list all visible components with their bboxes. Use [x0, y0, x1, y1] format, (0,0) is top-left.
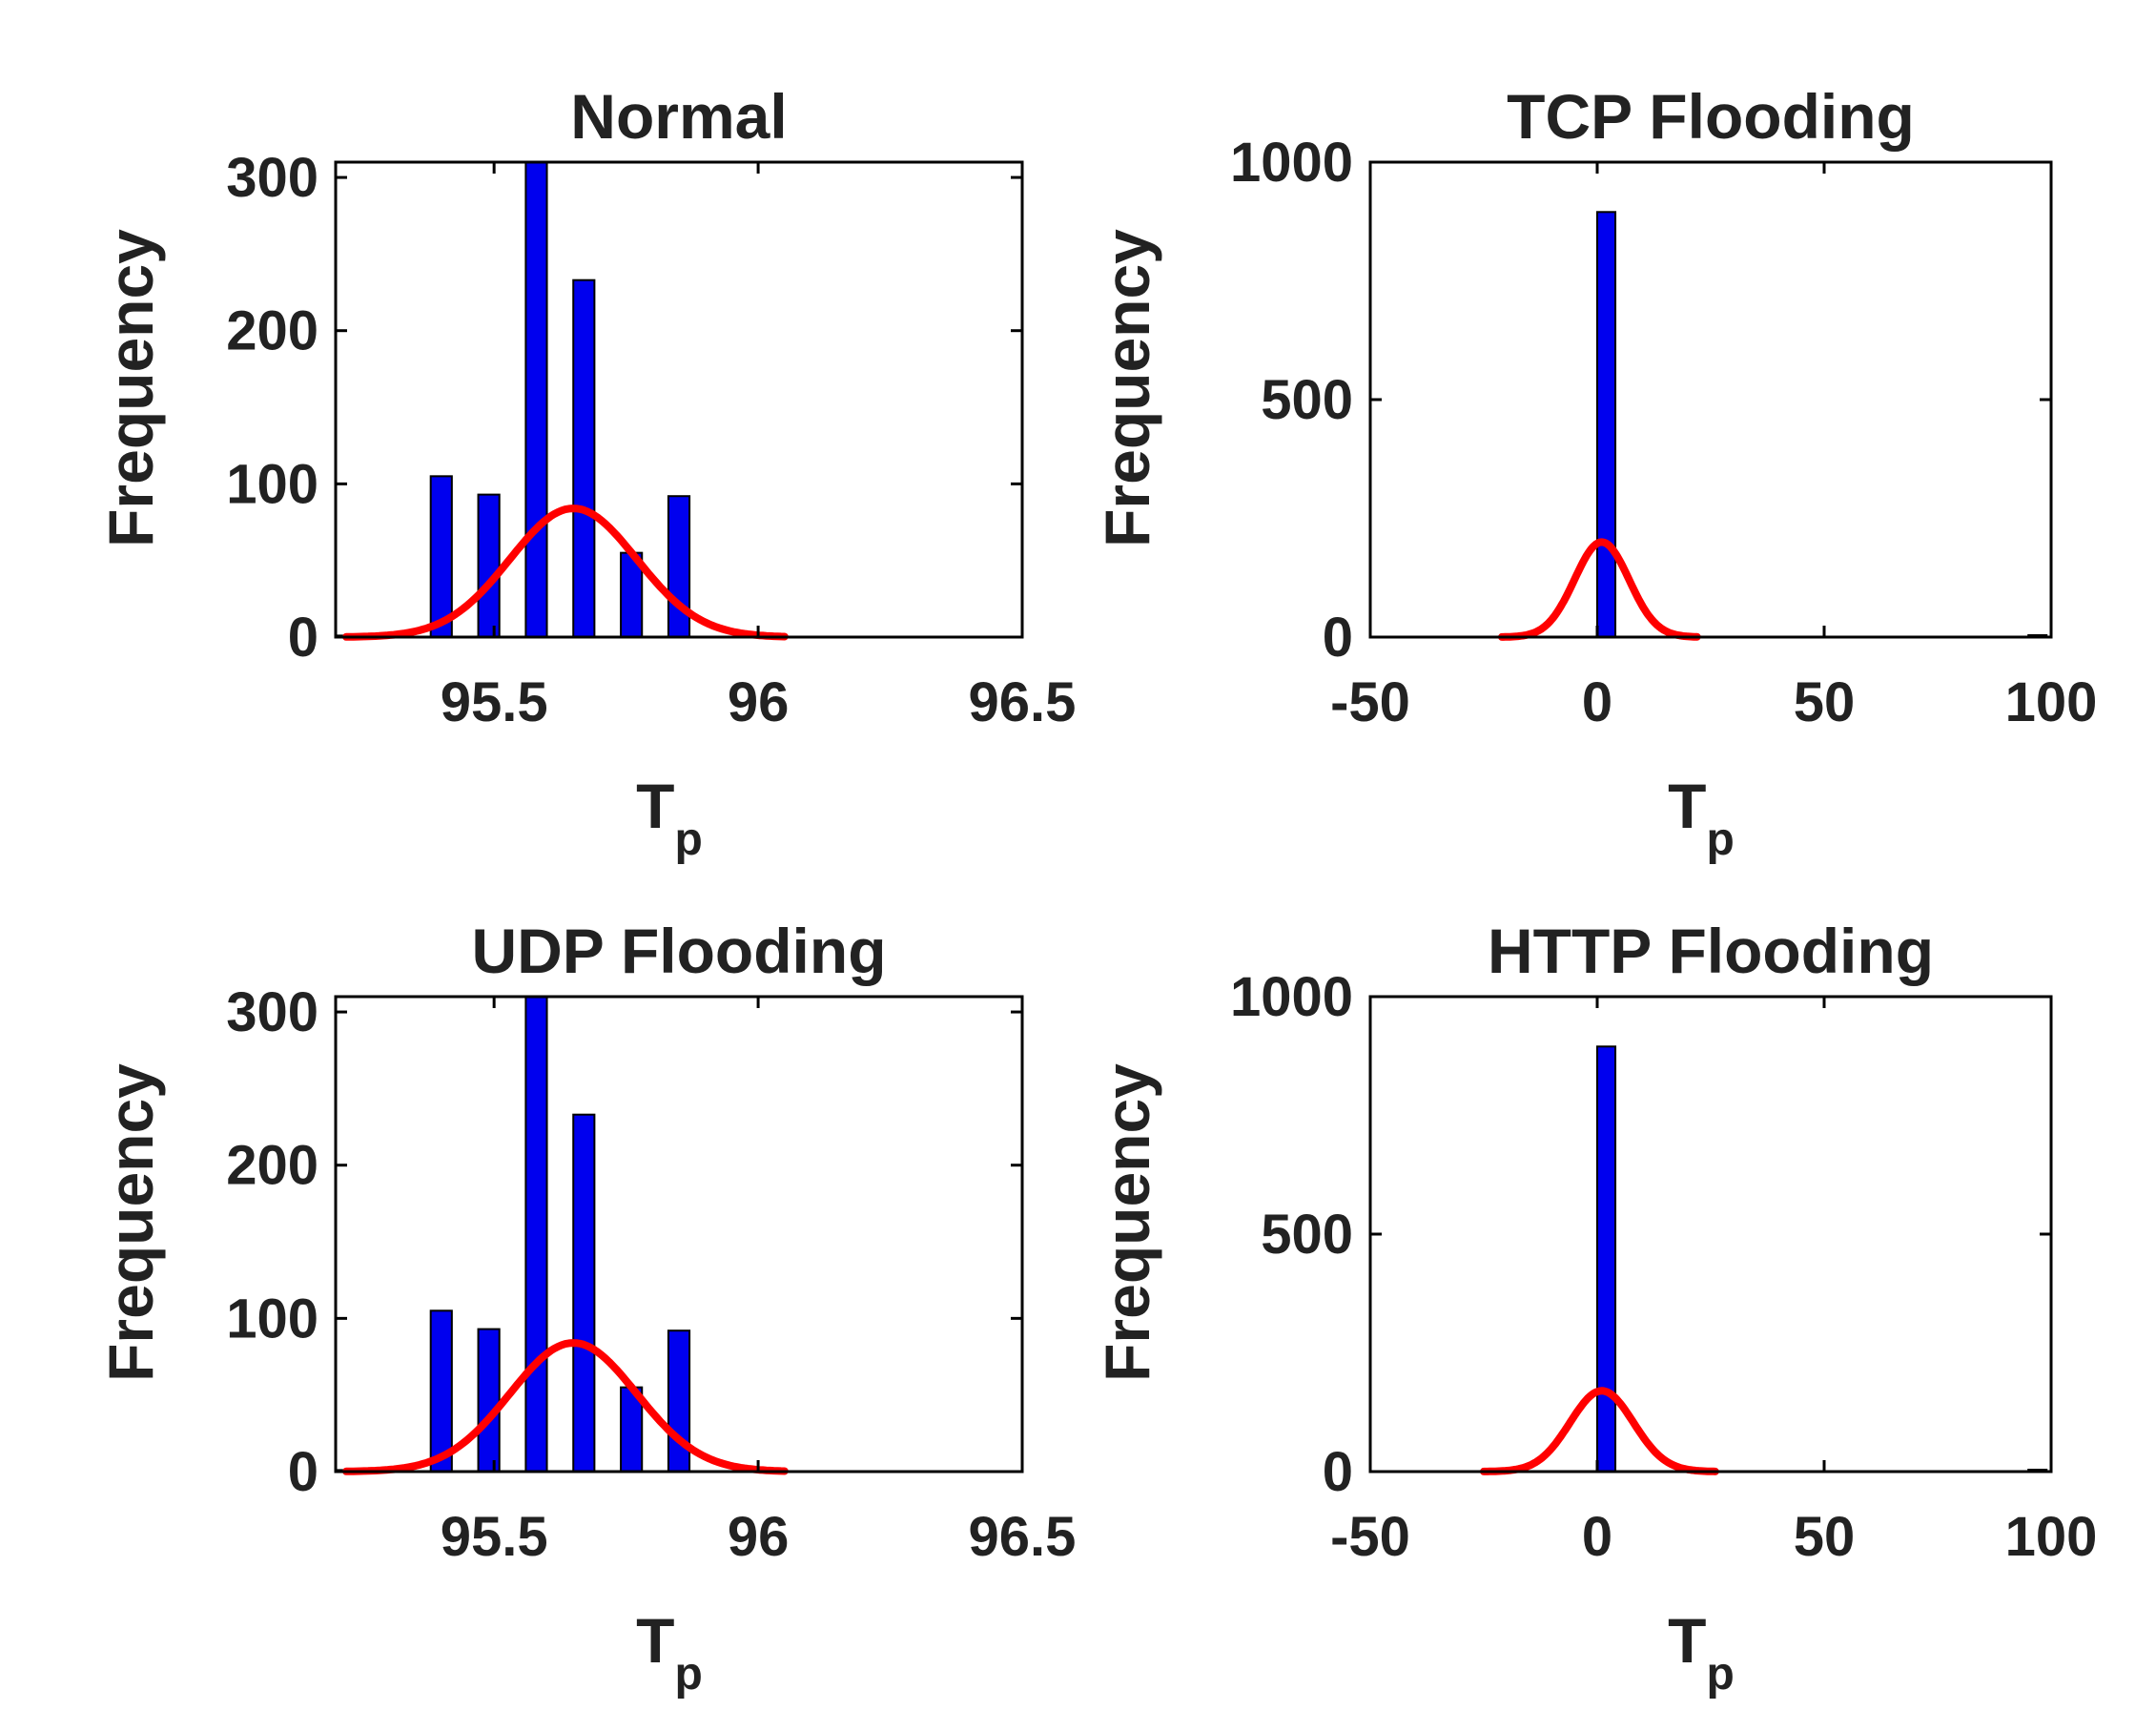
y-tick-label: 500	[1261, 1204, 1353, 1266]
chart-title: UDP Flooding	[471, 916, 886, 986]
y-tick-label: 0	[1323, 1441, 1353, 1503]
x-axis-label: Tp	[1668, 1605, 1735, 1700]
histogram-bar	[667, 495, 691, 639]
histogram-bar	[477, 493, 501, 638]
histogram-bar	[524, 161, 548, 638]
normal-fit-curve	[342, 505, 789, 641]
histogram-bar	[477, 1328, 501, 1473]
y-tick-label: 100	[226, 1288, 318, 1350]
x-tick-label: 50	[1794, 1506, 1856, 1568]
histogram-bar	[572, 278, 596, 638]
axes-box	[1368, 160, 2053, 639]
x-axis-label-main: T	[636, 771, 674, 841]
y-axis-label: Frequency	[95, 229, 166, 547]
axes-box	[334, 995, 1024, 1473]
histogram-bar	[1596, 1045, 1617, 1473]
chart-panel-1: Normal 0 100 200 300 95.5 96 96.5 Tp Frequency	[95, 81, 1076, 865]
x-axis-label-main: T	[1668, 771, 1706, 841]
y-axis-label: Frequency	[1092, 229, 1162, 547]
y-tick-label: 1000	[1230, 966, 1353, 1028]
x-axis-label-subscript: p	[1707, 814, 1735, 865]
y-tick-label: 0	[288, 607, 318, 669]
x-axis-label-main: T	[1668, 1605, 1706, 1676]
x-tick-label: 100	[2005, 1506, 2098, 1568]
y-tick-label: 0	[288, 1441, 318, 1503]
x-axis-label-subscript: p	[675, 1649, 703, 1700]
normal-fit-curve	[1498, 538, 1701, 641]
x-axis-label-subscript: p	[1707, 1649, 1735, 1700]
x-tick-label: 0	[1582, 1506, 1612, 1568]
x-tick-label: 95.5	[441, 671, 548, 733]
chart-title: Normal	[570, 81, 787, 152]
x-tick-label: 50	[1794, 671, 1856, 733]
x-axis-label-subscript: p	[675, 814, 703, 865]
y-tick-label: 200	[226, 1135, 318, 1197]
y-tick-label: 0	[1323, 607, 1353, 669]
axes-box	[1368, 995, 2053, 1473]
x-axis-label: Tp	[1668, 771, 1735, 865]
x-tick-label: 96	[728, 1506, 790, 1568]
x-tick-label: 100	[2005, 671, 2098, 733]
y-tick-label: 200	[226, 300, 318, 362]
normal-fit-curve	[342, 1339, 789, 1475]
histogram-bar	[572, 1113, 596, 1473]
x-tick-label: 95.5	[441, 1506, 548, 1568]
x-axis-label: Tp	[636, 1605, 703, 1700]
y-tick-label: 300	[226, 147, 318, 209]
x-tick-label: -50	[1330, 1506, 1410, 1568]
chart-title: TCP Flooding	[1507, 81, 1915, 152]
chart-panel-3: UDP Flooding 0 100 200 300 95.5 96 96.5 Tp Freque…	[95, 916, 1076, 1700]
histogram-bar	[429, 475, 453, 638]
x-tick-label: 96.5	[969, 671, 1077, 733]
x-tick-label: 96	[728, 671, 790, 733]
normal-fit-curve	[1480, 1387, 1719, 1475]
histogram-bar	[667, 1329, 691, 1473]
x-axis-label: Tp	[636, 771, 703, 865]
histogram-bar	[1596, 211, 1617, 638]
y-tick-label: 100	[226, 453, 318, 515]
y-tick-label: 1000	[1230, 132, 1353, 194]
y-axis-label: Frequency	[1092, 1063, 1162, 1382]
axes-box	[334, 160, 1024, 639]
y-tick-label: 500	[1261, 369, 1353, 431]
x-axis-label-main: T	[636, 1605, 674, 1676]
x-tick-label: -50	[1330, 671, 1410, 733]
histogram-bar	[524, 996, 548, 1473]
y-tick-label: 300	[226, 981, 318, 1043]
x-tick-label: 96.5	[969, 1506, 1077, 1568]
y-axis-label: Frequency	[95, 1063, 166, 1382]
x-tick-label: 0	[1582, 671, 1612, 733]
chart-title: HTTP Flooding	[1488, 916, 1934, 986]
histogram-bar	[429, 1309, 453, 1473]
